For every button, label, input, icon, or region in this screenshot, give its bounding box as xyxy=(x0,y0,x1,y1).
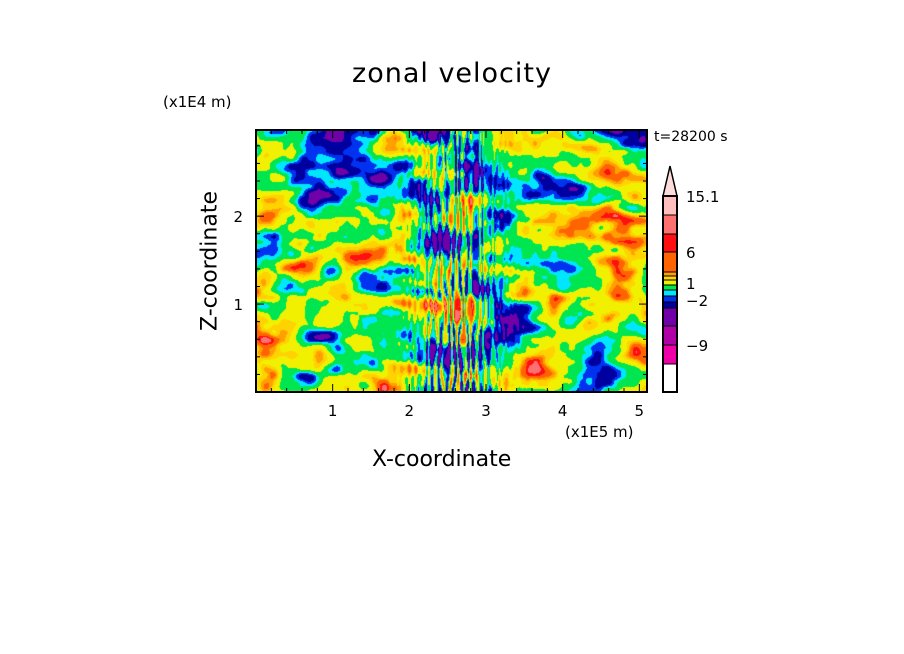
contour-field xyxy=(256,130,647,392)
time-annotation: t=28200 s xyxy=(654,129,728,145)
colorbar-label: −2 xyxy=(686,292,708,310)
colorbar-segment xyxy=(662,251,678,273)
chart-title: zonal velocity xyxy=(352,58,552,89)
colorbar-segment xyxy=(662,195,678,216)
x-tick-label: 1 xyxy=(328,402,338,420)
x-axis-unit: (x1E5 m) xyxy=(565,423,634,441)
colorbar-segment xyxy=(662,233,678,253)
colorbar-segment xyxy=(662,307,678,327)
y-tick-label: 2 xyxy=(233,208,243,226)
colorbar-segment xyxy=(662,284,678,291)
colorbar-label: 15.1 xyxy=(686,188,719,206)
colorbar-segment xyxy=(662,214,678,235)
colorbar-segment xyxy=(662,275,678,281)
x-axis-label: X-coordinate xyxy=(372,447,512,472)
colorbar-label: 1 xyxy=(686,275,696,293)
colorbar-frame xyxy=(662,195,678,393)
colorbar-segment xyxy=(662,289,678,297)
colorbar-segment xyxy=(662,301,678,309)
colorbar-segment xyxy=(662,295,678,303)
colorbar-extend-triangle xyxy=(662,165,678,197)
y-tick-label: 1 xyxy=(233,296,243,314)
x-tick-label: 4 xyxy=(558,402,568,420)
x-tick-label: 5 xyxy=(635,402,645,420)
colorbar-segment xyxy=(662,344,678,365)
colorbar-segment xyxy=(662,325,678,346)
x-tick-label: 2 xyxy=(405,402,415,420)
plot-frame xyxy=(255,129,648,393)
colorbar-segment xyxy=(662,279,678,286)
colorbar-label: 6 xyxy=(686,244,696,262)
colorbar-label: −9 xyxy=(686,337,708,355)
colorbar-segment xyxy=(662,271,678,277)
y-axis-unit: (x1E4 m) xyxy=(163,93,232,111)
x-tick-label: 3 xyxy=(481,402,491,420)
